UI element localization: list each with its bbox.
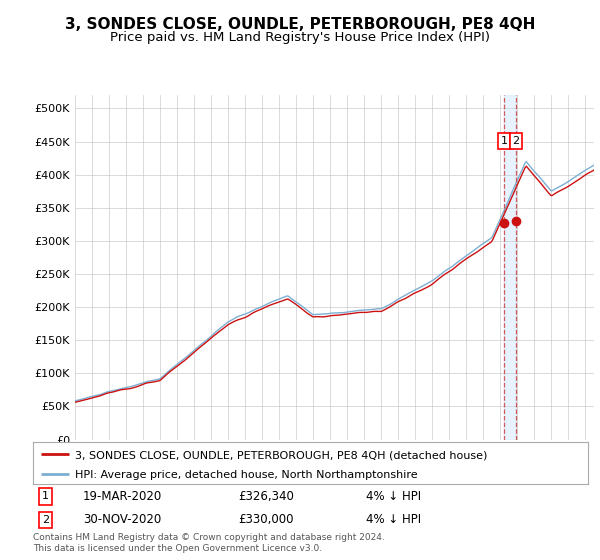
Text: 4% ↓ HPI: 4% ↓ HPI bbox=[366, 490, 421, 503]
Text: 1: 1 bbox=[42, 492, 49, 501]
Text: 3, SONDES CLOSE, OUNDLE, PETERBOROUGH, PE8 4QH (detached house): 3, SONDES CLOSE, OUNDLE, PETERBOROUGH, P… bbox=[74, 450, 487, 460]
Text: 30-NOV-2020: 30-NOV-2020 bbox=[83, 514, 161, 526]
Text: 3, SONDES CLOSE, OUNDLE, PETERBOROUGH, PE8 4QH: 3, SONDES CLOSE, OUNDLE, PETERBOROUGH, P… bbox=[65, 17, 535, 32]
Text: 1: 1 bbox=[500, 136, 508, 146]
Text: Contains HM Land Registry data © Crown copyright and database right 2024.
This d: Contains HM Land Registry data © Crown c… bbox=[33, 533, 385, 553]
Text: £326,340: £326,340 bbox=[238, 490, 294, 503]
Text: £330,000: £330,000 bbox=[238, 514, 294, 526]
Text: 2: 2 bbox=[512, 136, 520, 146]
Text: 19-MAR-2020: 19-MAR-2020 bbox=[83, 490, 162, 503]
Text: Price paid vs. HM Land Registry's House Price Index (HPI): Price paid vs. HM Land Registry's House … bbox=[110, 31, 490, 44]
Text: 4% ↓ HPI: 4% ↓ HPI bbox=[366, 514, 421, 526]
Text: HPI: Average price, detached house, North Northamptonshire: HPI: Average price, detached house, Nort… bbox=[74, 470, 417, 480]
Bar bbox=[504, 95, 516, 440]
Text: 2: 2 bbox=[41, 515, 49, 525]
